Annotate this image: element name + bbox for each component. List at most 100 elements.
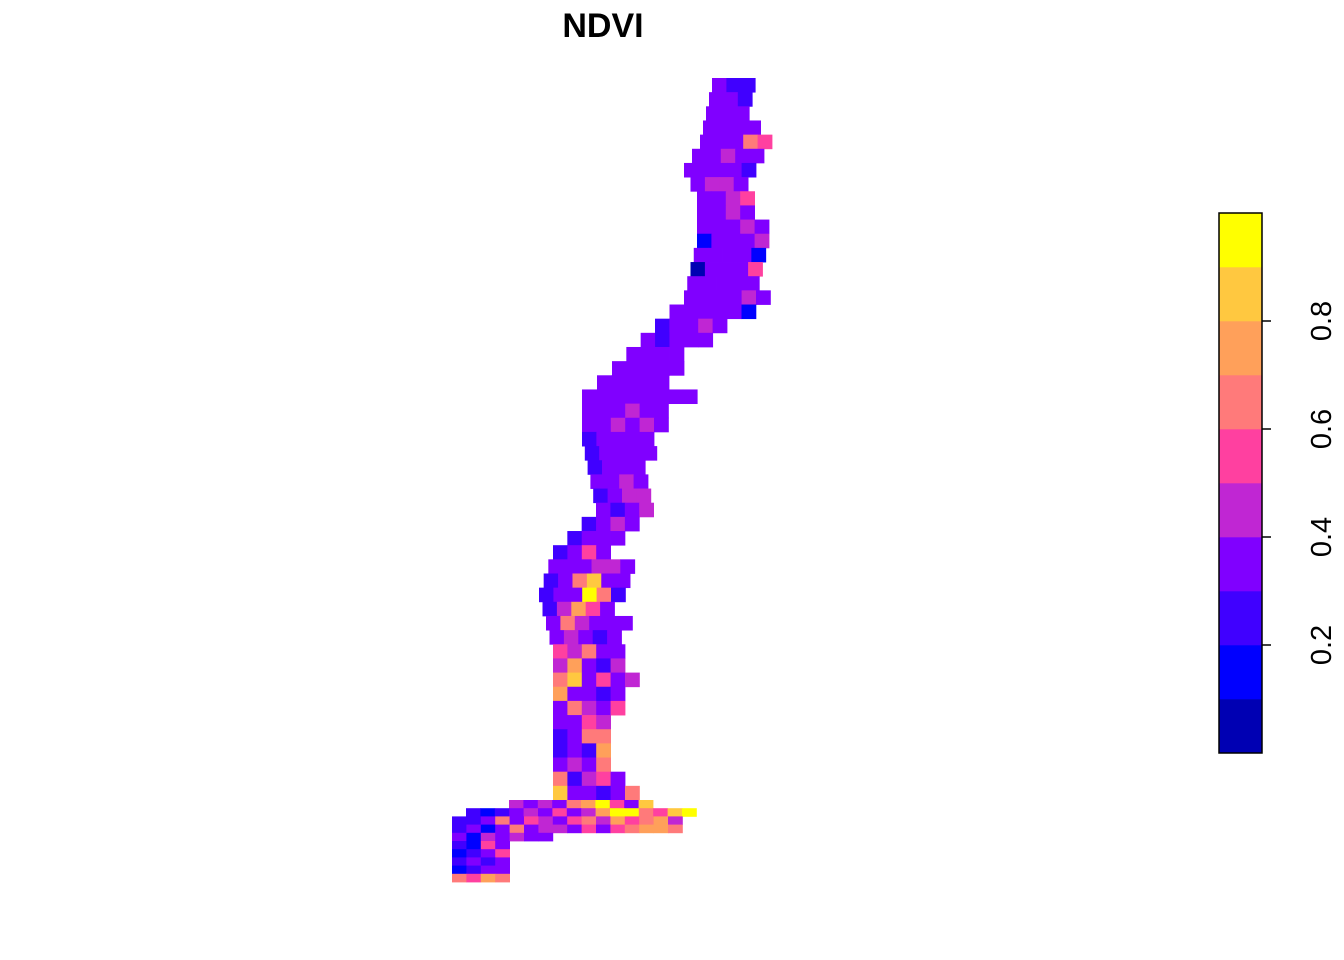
raster-cell bbox=[596, 700, 611, 716]
raster-cell bbox=[480, 832, 496, 842]
raster-cell bbox=[586, 573, 602, 589]
raster-cell bbox=[495, 865, 510, 875]
raster-cell bbox=[698, 332, 714, 348]
raster-cell bbox=[509, 832, 525, 842]
raster-cell bbox=[610, 700, 626, 716]
raster-cell bbox=[571, 601, 587, 617]
raster-cell bbox=[480, 865, 496, 875]
legend-swatch bbox=[1219, 267, 1262, 322]
raster-cell bbox=[495, 824, 510, 834]
raster-cell bbox=[480, 841, 496, 850]
raster-cell bbox=[610, 686, 626, 702]
raster-cell bbox=[669, 332, 685, 348]
raster-cell bbox=[480, 808, 496, 817]
raster-cell bbox=[480, 857, 496, 866]
raster-cell bbox=[495, 873, 510, 883]
raster-cell bbox=[740, 205, 755, 220]
raster-cell bbox=[624, 502, 640, 518]
raster-cell bbox=[607, 488, 623, 504]
legend-swatch bbox=[1219, 591, 1262, 646]
raster-cell bbox=[567, 658, 583, 673]
raster-cell bbox=[712, 162, 728, 178]
raster-cell bbox=[558, 573, 573, 589]
legend-frame bbox=[1218, 212, 1263, 754]
raster-cell bbox=[552, 808, 568, 817]
raster-cell bbox=[669, 346, 685, 362]
raster-cell bbox=[625, 785, 640, 801]
legend-tick-label: 0.8 bbox=[1306, 301, 1338, 341]
raster-cell bbox=[539, 587, 554, 603]
raster-cell bbox=[567, 757, 583, 773]
raster-cell bbox=[596, 531, 611, 546]
raster-cell bbox=[727, 304, 742, 320]
raster-cell bbox=[655, 318, 670, 334]
raster-cell bbox=[746, 120, 761, 136]
raster-cell bbox=[567, 644, 583, 659]
raster-cell bbox=[495, 849, 510, 858]
raster-cell bbox=[567, 700, 583, 716]
raster-cell bbox=[655, 346, 670, 362]
raster-cell bbox=[625, 375, 641, 390]
raster-cell bbox=[596, 715, 611, 730]
raster-cell bbox=[712, 318, 728, 334]
raster-cell bbox=[703, 120, 718, 136]
raster-cell bbox=[581, 729, 597, 744]
raster-cell bbox=[602, 460, 617, 475]
raster-cell bbox=[566, 800, 582, 809]
raster-cell bbox=[697, 205, 712, 220]
raster-cell bbox=[610, 771, 626, 787]
raster-cell bbox=[596, 824, 611, 834]
raster-cell bbox=[640, 361, 656, 376]
raster-cell bbox=[537, 800, 553, 809]
raster-cell bbox=[610, 644, 626, 659]
raster-cell bbox=[668, 816, 683, 825]
raster-cell bbox=[581, 771, 597, 787]
raster-cell bbox=[633, 474, 649, 489]
raster-cell bbox=[581, 672, 597, 688]
raster-cell bbox=[596, 743, 611, 758]
raster-cell bbox=[683, 318, 699, 334]
raster-cell bbox=[655, 361, 670, 376]
raster-cell bbox=[711, 219, 727, 235]
raster-cell bbox=[596, 389, 612, 405]
raster-cell bbox=[624, 816, 640, 825]
raster-cell bbox=[667, 808, 683, 817]
raster-cell bbox=[553, 771, 568, 787]
raster-cell bbox=[581, 757, 597, 773]
raster-cell bbox=[639, 502, 654, 518]
raster-cell bbox=[538, 816, 554, 825]
raster-cell bbox=[553, 686, 568, 702]
raster-cell bbox=[690, 177, 706, 192]
raster-cell bbox=[596, 672, 611, 688]
raster-cell bbox=[567, 715, 583, 730]
raster-cell bbox=[704, 177, 720, 192]
raster-cell bbox=[723, 92, 739, 107]
raster-cell bbox=[693, 247, 709, 263]
raster-cell bbox=[708, 247, 723, 263]
raster-cell bbox=[751, 247, 767, 263]
raster-cell bbox=[720, 106, 736, 121]
raster-cell bbox=[668, 389, 684, 405]
raster-cell bbox=[727, 162, 742, 178]
raster-cell bbox=[466, 849, 482, 858]
legend-tick-label: 0.6 bbox=[1306, 409, 1338, 449]
raster-cell bbox=[596, 729, 611, 744]
raster-cell bbox=[740, 191, 755, 206]
raster-cell bbox=[697, 233, 712, 249]
raster-cell bbox=[611, 587, 626, 603]
raster-cell bbox=[553, 672, 568, 688]
raster-cell bbox=[610, 824, 626, 834]
raster-cell bbox=[538, 824, 554, 834]
raster-cell bbox=[567, 771, 583, 787]
raster-cell bbox=[639, 389, 655, 405]
raster-cell bbox=[523, 800, 539, 809]
raster-cell bbox=[596, 587, 612, 603]
raster-cell bbox=[563, 630, 579, 645]
raster-cell bbox=[452, 841, 467, 850]
raster-cell bbox=[581, 715, 597, 730]
raster-cell bbox=[698, 304, 714, 320]
raster-cell bbox=[655, 332, 670, 348]
raster-cell bbox=[581, 516, 597, 532]
raster-cell bbox=[582, 431, 597, 447]
raster-cell bbox=[711, 233, 727, 249]
